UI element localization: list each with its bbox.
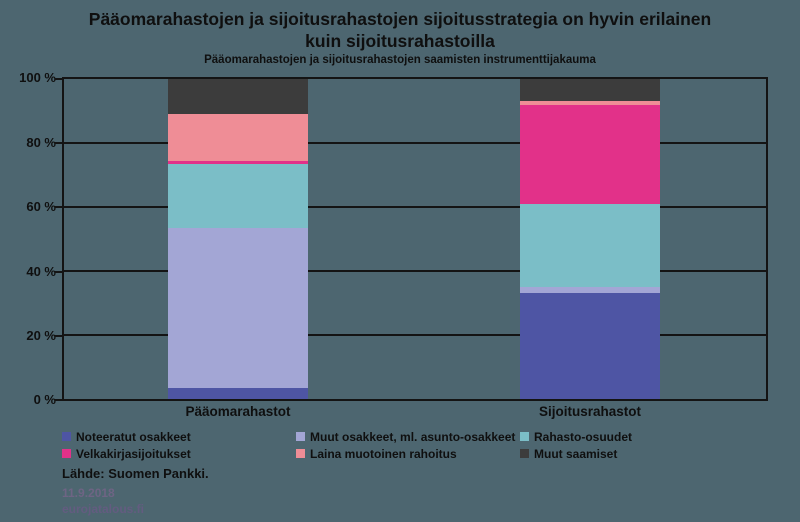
y-tick-label: 0 % bbox=[33, 392, 56, 407]
legend-item: Noteeratut osakkeet bbox=[62, 430, 296, 445]
source-text: Lähde: Suomen Pankki. bbox=[62, 466, 209, 481]
bar-segment bbox=[520, 104, 660, 204]
legend-swatch bbox=[520, 449, 529, 458]
legend-swatch bbox=[520, 432, 529, 441]
bar-segment bbox=[520, 203, 660, 288]
x-label-paaomarahastot: Pääomarahastot bbox=[185, 404, 291, 419]
y-tick-mark bbox=[55, 271, 62, 273]
y-tick-label: 80 % bbox=[26, 135, 56, 150]
legend-label: Laina muotoinen rahoitus bbox=[310, 447, 457, 461]
x-label-sijoitusrahastot: Sijoitusrahastot bbox=[538, 404, 641, 419]
y-tick-label: 20 % bbox=[26, 328, 56, 343]
bar-segment bbox=[520, 79, 660, 102]
bar-segment bbox=[168, 79, 308, 115]
y-tick-mark bbox=[55, 206, 62, 208]
legend-label: Noteeratut osakkeet bbox=[76, 430, 191, 444]
plot-area bbox=[62, 77, 768, 401]
bar-segment bbox=[520, 101, 660, 105]
legend-label: Muut osakkeet, ml. asunto-osakkeet bbox=[310, 430, 516, 444]
gridline-20 bbox=[64, 334, 766, 336]
legend-item: Laina muotoinen rahoitus bbox=[296, 447, 520, 462]
legend-swatch bbox=[62, 449, 71, 458]
legend: Noteeratut osakkeet Muut osakkeet, ml. a… bbox=[62, 430, 768, 462]
bar-segment bbox=[168, 387, 308, 399]
y-tick-mark bbox=[55, 335, 62, 337]
legend-item: Muut saamiset bbox=[520, 447, 768, 462]
bar-segment bbox=[168, 114, 308, 161]
site-link[interactable]: eurojatalous.fi bbox=[62, 502, 145, 516]
y-tick-mark bbox=[55, 78, 62, 80]
bar-paaomarahastot bbox=[168, 79, 308, 399]
legend-swatch bbox=[296, 449, 305, 458]
y-tick-label: 40 % bbox=[26, 264, 56, 279]
gridline-40 bbox=[64, 270, 766, 272]
bar-segment bbox=[168, 160, 308, 164]
legend-label: Muut saamiset bbox=[534, 447, 618, 461]
legend-label: Rahasto-osuudet bbox=[534, 430, 633, 444]
chart-title: Pääomarahastojen ja sijoitusrahastojen s… bbox=[88, 9, 712, 52]
legend-item: Muut osakkeet, ml. asunto-osakkeet bbox=[296, 430, 520, 445]
gridline-80 bbox=[64, 142, 766, 144]
chart-subtitle: Pääomarahastojen ja sijoitusrahastojen s… bbox=[204, 54, 596, 66]
legend-swatch bbox=[62, 432, 71, 441]
bar-sijoitusrahastot bbox=[520, 79, 660, 399]
legend-label: Velkakirjasijoitukset bbox=[76, 447, 191, 461]
y-tick-label: 60 % bbox=[26, 199, 56, 214]
gridline-60 bbox=[64, 206, 766, 208]
legend-item: Velkakirjasijoitukset bbox=[62, 447, 296, 462]
y-tick-mark bbox=[55, 399, 62, 401]
bar-segment bbox=[168, 163, 308, 228]
bar-segment bbox=[520, 293, 660, 399]
y-tick-label: 100 % bbox=[19, 70, 56, 85]
bar-segment bbox=[520, 287, 660, 294]
legend-item: Rahasto-osuudet bbox=[520, 430, 768, 445]
bar-segment bbox=[168, 227, 308, 388]
publish-date: 11.9.2018 bbox=[62, 486, 115, 500]
y-tick-mark bbox=[55, 142, 62, 144]
legend-swatch bbox=[296, 432, 305, 441]
